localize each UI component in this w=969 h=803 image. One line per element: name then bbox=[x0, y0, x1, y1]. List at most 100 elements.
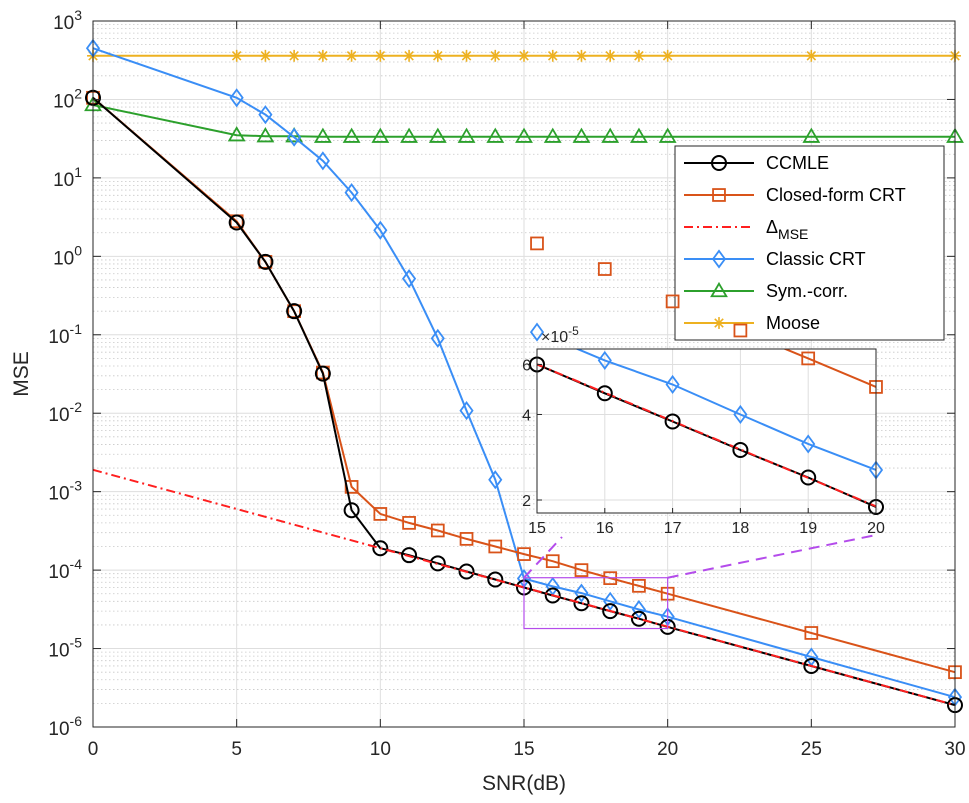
legend-label: Closed-form CRT bbox=[766, 185, 906, 205]
x-tick-label: 15 bbox=[513, 739, 534, 760]
square-marker bbox=[344, 480, 359, 494]
circle-marker bbox=[573, 595, 590, 612]
star-marker bbox=[713, 317, 725, 329]
triangle-marker bbox=[601, 127, 620, 143]
triangle-marker bbox=[658, 127, 677, 143]
diamond-marker bbox=[711, 249, 727, 269]
square-marker bbox=[574, 563, 589, 577]
inset-multiplier: ×10-5 bbox=[541, 324, 579, 346]
triangle-marker bbox=[400, 127, 418, 143]
square-marker bbox=[530, 236, 544, 251]
diamond-marker bbox=[733, 404, 748, 425]
star-marker bbox=[316, 49, 329, 62]
triangle-marker bbox=[371, 127, 390, 143]
diamond-marker bbox=[229, 88, 244, 108]
star-marker bbox=[575, 49, 588, 62]
inset-x-tick-label: 16 bbox=[596, 520, 614, 537]
legend-label: ΔMSE bbox=[766, 217, 808, 242]
triangle-marker bbox=[515, 127, 533, 143]
star-stroke bbox=[605, 51, 615, 61]
square-marker bbox=[459, 532, 474, 546]
inset-x-tick-label: 17 bbox=[664, 520, 682, 537]
star-stroke bbox=[490, 51, 501, 61]
diamond-marker bbox=[665, 374, 680, 395]
y-tick-label: 10-6 bbox=[48, 713, 82, 740]
square-marker bbox=[665, 294, 680, 309]
square-marker bbox=[402, 516, 416, 530]
triangle-marker bbox=[342, 127, 361, 143]
diamond-marker bbox=[631, 599, 647, 620]
star-stroke bbox=[714, 318, 724, 328]
y-tick-label: 10-2 bbox=[48, 399, 82, 426]
inset-series-line bbox=[782, 349, 876, 388]
zoom-connector bbox=[523, 536, 563, 579]
triangle-marker bbox=[313, 127, 332, 143]
circle-marker bbox=[544, 587, 561, 604]
circle-marker bbox=[372, 540, 389, 557]
x-tick-label: 20 bbox=[657, 739, 678, 760]
star-marker bbox=[230, 49, 243, 62]
x-axis-label: SNR(dB) bbox=[482, 772, 566, 795]
diamond-marker bbox=[287, 127, 302, 147]
inset-x-tick-label: 20 bbox=[867, 520, 885, 537]
inset-series-line bbox=[574, 349, 876, 471]
inset-frame bbox=[536, 348, 877, 514]
y-axis-label: MSE bbox=[10, 351, 33, 397]
diamond-marker bbox=[344, 183, 359, 203]
star-marker bbox=[345, 49, 358, 62]
triangle-marker bbox=[256, 127, 275, 143]
star-stroke bbox=[289, 51, 299, 61]
axis-ticks bbox=[92, 20, 956, 728]
legend-label: Sym.-corr. bbox=[766, 281, 848, 301]
square-marker bbox=[632, 579, 646, 593]
star-marker bbox=[431, 49, 444, 62]
star-marker bbox=[546, 49, 559, 62]
star-stroke bbox=[375, 51, 386, 61]
triangle-marker bbox=[227, 126, 246, 142]
circle-marker bbox=[664, 413, 681, 430]
star-stroke bbox=[433, 51, 443, 61]
legend: CCMLE Closed-form CRT ΔMSE Classic CRT Sym.-… bbox=[674, 145, 945, 341]
inset-y-tick-label: 6 bbox=[522, 357, 531, 374]
y-tick-label: 10-4 bbox=[48, 556, 82, 583]
star-stroke bbox=[260, 51, 271, 61]
circle-marker bbox=[732, 441, 749, 458]
series-line bbox=[92, 47, 956, 699]
square-marker bbox=[545, 554, 560, 569]
circle-marker bbox=[800, 469, 817, 486]
star-stroke bbox=[404, 51, 414, 61]
star-stroke bbox=[461, 51, 472, 61]
diamond-marker bbox=[459, 401, 474, 421]
star-stroke bbox=[519, 51, 529, 61]
square-marker bbox=[373, 507, 388, 521]
star-marker bbox=[661, 49, 674, 62]
legend-label: Classic CRT bbox=[766, 249, 866, 269]
inset-zoom-plot: 15 16 17 18 19 20 2 4 6 ×10-5 bbox=[522, 236, 885, 537]
circle-marker bbox=[257, 253, 274, 270]
legend-label: CCMLE bbox=[766, 153, 829, 173]
circle-marker bbox=[343, 502, 360, 519]
y-tick-labels: 103 102 101 100 10-1 10-2 10-3 10-4 10-5 10-6 bbox=[48, 7, 82, 740]
x-tick-labels: 0 5 10 15 20 25 30 bbox=[88, 739, 966, 760]
triangle-marker bbox=[428, 127, 447, 143]
circle-marker bbox=[429, 555, 446, 572]
y-tick-label: 101 bbox=[53, 164, 82, 191]
triangle-marker bbox=[486, 127, 505, 143]
y-tick-label: 103 bbox=[53, 7, 82, 34]
triangle-marker bbox=[630, 127, 648, 143]
y-tick-label: 100 bbox=[53, 242, 82, 269]
diamond-marker bbox=[401, 269, 417, 289]
square-marker bbox=[488, 539, 503, 554]
circle-marker bbox=[458, 563, 475, 580]
diamond-marker bbox=[258, 105, 273, 125]
circle-marker bbox=[602, 603, 619, 620]
inset-x-tick-label: 15 bbox=[528, 520, 546, 537]
star-marker bbox=[259, 49, 272, 62]
inset-series-group bbox=[537, 349, 876, 508]
diamond-marker bbox=[597, 350, 612, 370]
star-stroke bbox=[318, 51, 328, 61]
inset-x-tick-label: 19 bbox=[799, 520, 817, 537]
inset-y-tick-label: 4 bbox=[522, 407, 531, 424]
inset-ticks: 15 16 17 18 19 20 2 4 6 bbox=[522, 357, 885, 537]
triangle-marker bbox=[543, 127, 562, 143]
